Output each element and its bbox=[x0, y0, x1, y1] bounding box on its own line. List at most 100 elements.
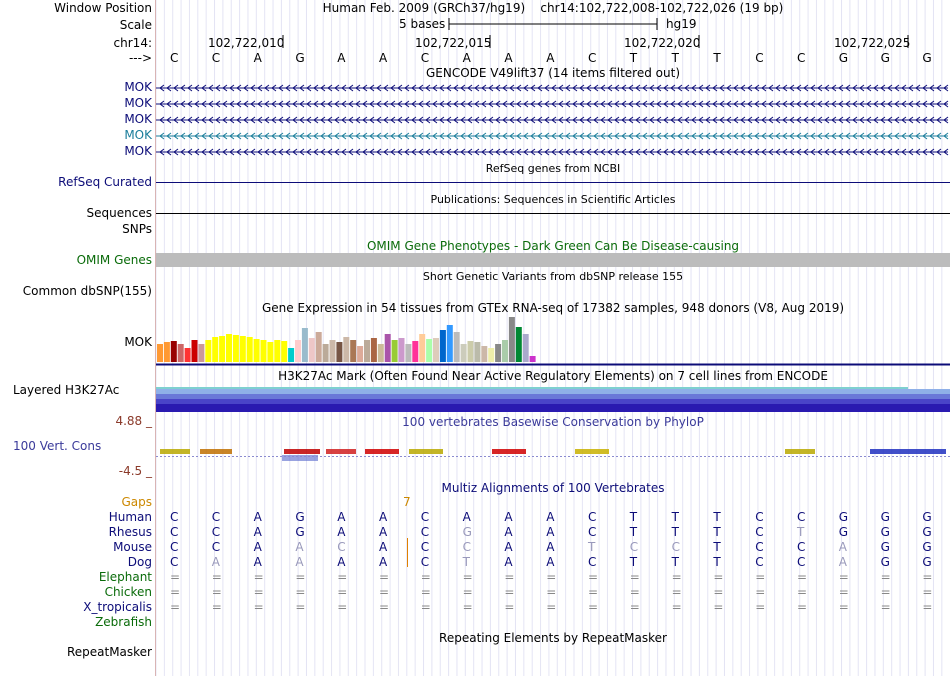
gtex-bar bbox=[232, 335, 239, 362]
gtex-bar bbox=[226, 334, 232, 362]
gtex-bar bbox=[495, 344, 502, 362]
tick-label-4: 102,722,025 bbox=[834, 36, 911, 50]
gtex-bar bbox=[364, 340, 370, 362]
snps-label[interactable]: SNPs bbox=[122, 222, 152, 236]
gtex-bar bbox=[191, 340, 198, 362]
gencode-transcript-label[interactable]: MOK bbox=[124, 80, 152, 94]
h3k27ac-layer bbox=[156, 399, 950, 404]
reference-base: C bbox=[211, 51, 221, 65]
gtex-bar bbox=[184, 348, 191, 362]
reference-base: G bbox=[295, 51, 305, 65]
multiz-track-title[interactable]: Multiz Alignments of 100 Vertebrates bbox=[441, 481, 665, 495]
species-label[interactable]: Elephant bbox=[98, 570, 152, 584]
gtex-bar bbox=[281, 341, 288, 362]
gencode-track-title[interactable]: GENCODE V49lift37 (14 items filtered out… bbox=[425, 66, 680, 80]
alignment-base: = bbox=[379, 600, 390, 614]
window-position-text: Human Feb. 2009 (GRCh37/hg19) chr14:102,… bbox=[322, 1, 784, 15]
vert-cons-label[interactable]: 100 Vert. Cons bbox=[13, 439, 102, 453]
h3k27ac-track-title[interactable]: H3K27Ac Mark (Often Found Near Active Re… bbox=[278, 369, 828, 383]
gencode-transcript-label[interactable]: MOK bbox=[124, 112, 152, 126]
alignment-base: A bbox=[295, 555, 304, 569]
scale-bar-left-text: 5 bases bbox=[399, 17, 446, 31]
omim-genes-label[interactable]: OMIM Genes bbox=[76, 253, 152, 267]
gtex-bar bbox=[391, 340, 398, 362]
alignment-base: = bbox=[546, 570, 557, 584]
alignment-base: = bbox=[713, 585, 724, 599]
gtex-bar bbox=[274, 340, 281, 362]
alignment-base: = bbox=[922, 585, 933, 599]
alignment-base: = bbox=[546, 585, 557, 599]
publications-track-title[interactable]: Publications: Sequences in Scientific Ar… bbox=[430, 193, 676, 206]
species-label[interactable]: X_tropicalis bbox=[83, 600, 152, 614]
alignment-base: = bbox=[629, 600, 640, 614]
alignment-base: A bbox=[379, 525, 388, 539]
dbsnp-track-title[interactable]: Short Genetic Variants from dbSNP releas… bbox=[422, 270, 684, 283]
gencode-strand-arrows bbox=[159, 116, 949, 124]
alignment-base: = bbox=[755, 585, 766, 599]
window-position-label: Window Position bbox=[54, 1, 152, 15]
refseq-track-title[interactable]: RefSeq genes from NCBI bbox=[485, 162, 621, 175]
reference-base: C bbox=[755, 51, 764, 65]
alignment-base: A bbox=[337, 510, 346, 524]
alignment-base: = bbox=[420, 585, 431, 599]
gencode-transcript-label[interactable]: MOK bbox=[124, 144, 152, 158]
species-label[interactable]: Zebrafish bbox=[95, 615, 152, 629]
alignment-base: = bbox=[880, 600, 891, 614]
alignment-base: = bbox=[755, 570, 766, 584]
alignment-base: T bbox=[713, 540, 721, 554]
alignment-base: T bbox=[629, 555, 638, 569]
conservation-glyph bbox=[200, 449, 232, 454]
gtex-track-title[interactable]: Gene Expression in 54 tissues from GTEx … bbox=[261, 301, 845, 315]
alignment-base: = bbox=[253, 585, 264, 599]
alignment-base: C bbox=[629, 540, 639, 554]
alignment-base: = bbox=[838, 600, 849, 614]
reference-base: A bbox=[462, 51, 471, 65]
alignment-base: = bbox=[880, 570, 891, 584]
alignment-base: = bbox=[588, 570, 599, 584]
alignment-base: = bbox=[420, 600, 431, 614]
alignment-base: A bbox=[838, 540, 848, 554]
sequences-label[interactable]: Sequences bbox=[86, 206, 152, 220]
gtex-bar bbox=[157, 344, 163, 362]
alignment-base: A bbox=[379, 510, 388, 524]
repeatmasker-track-title[interactable]: Repeating Elements by RepeatMasker bbox=[439, 631, 667, 645]
alignment-base: = bbox=[671, 585, 682, 599]
gencode-transcript-label[interactable]: MOK bbox=[124, 96, 152, 110]
species-label[interactable]: Dog bbox=[127, 555, 152, 569]
alignment-base: = bbox=[671, 570, 682, 584]
tick-label-2: 102,722,015 bbox=[415, 36, 492, 50]
common-dbsnp-label[interactable]: Common dbSNP(155) bbox=[22, 284, 152, 298]
species-label[interactable]: Mouse bbox=[113, 540, 152, 554]
gtex-bar bbox=[219, 336, 226, 362]
gtex-bar bbox=[315, 332, 322, 362]
alignment-base: = bbox=[337, 600, 348, 614]
alignment-base: G bbox=[922, 510, 932, 524]
alignment-base: = bbox=[671, 600, 682, 614]
gtex-bar bbox=[370, 338, 377, 362]
alignment-base: A bbox=[253, 555, 262, 569]
alignment-base: = bbox=[713, 570, 724, 584]
gtex-bar bbox=[412, 341, 419, 362]
gencode-strand-arrows bbox=[159, 132, 949, 140]
gtex-mok-label[interactable]: MOK bbox=[124, 335, 152, 349]
species-label[interactable]: Rhesus bbox=[108, 525, 152, 539]
alignment-base: C bbox=[755, 525, 764, 539]
phylop-track-title[interactable]: 100 vertebrates Basewise Conservation by… bbox=[402, 415, 704, 429]
alignment-base: = bbox=[880, 585, 891, 599]
alignment-base: C bbox=[671, 540, 680, 554]
species-label[interactable]: Human bbox=[108, 510, 152, 524]
gencode-transcript-label[interactable]: MOK bbox=[124, 128, 152, 142]
alignment-base: A bbox=[462, 510, 471, 524]
layered-h3k27ac-label[interactable]: Layered H3K27Ac bbox=[13, 383, 120, 397]
omim-track-title[interactable]: OMIM Gene Phenotypes - Dark Green Can Be… bbox=[366, 239, 740, 253]
alignment-base: = bbox=[629, 585, 640, 599]
alignment-base: A bbox=[253, 510, 262, 524]
alignment-base: G bbox=[838, 525, 849, 539]
refseq-curated-label[interactable]: RefSeq Curated bbox=[58, 175, 152, 189]
alignment-base: G bbox=[922, 540, 932, 554]
repeatmasker-label[interactable]: RepeatMasker bbox=[66, 645, 152, 659]
species-label[interactable]: Chicken bbox=[104, 585, 152, 599]
alignment-base: C bbox=[170, 510, 179, 524]
alignment-base: G bbox=[295, 510, 305, 524]
